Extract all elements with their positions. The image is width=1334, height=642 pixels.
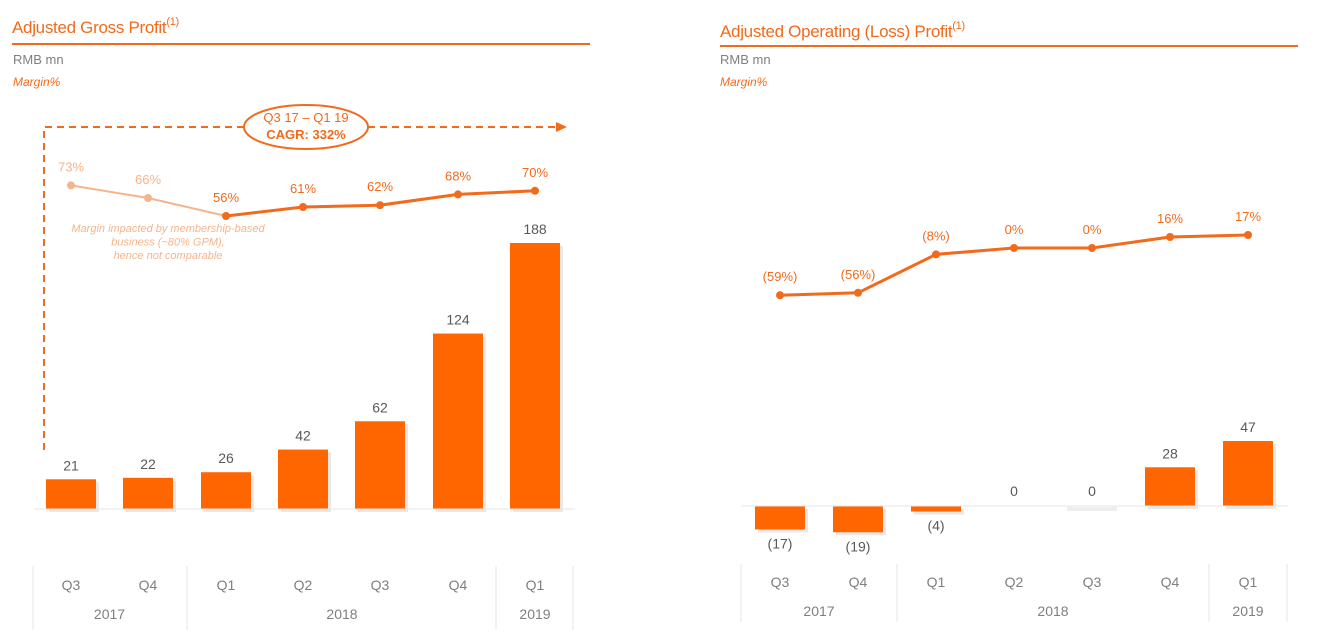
bar [833,506,883,533]
bar-value-label: (4) [927,518,944,534]
cagr-value-label: CAGR: 332% [266,127,346,142]
bar [911,506,961,512]
year-tick-label: 2019 [1232,603,1263,619]
quarter-tick-label: Q2 [1005,574,1024,590]
bar-value-label: 22 [140,456,156,472]
margin-point [376,201,384,210]
margin-point [1088,244,1096,252]
margin-point [932,250,940,259]
quarter-tick-label: Q4 [139,577,158,593]
year-tick-label: 2017 [94,606,125,622]
bar [201,472,251,509]
title-rule [720,45,1298,47]
quarter-tick-label: Q3 [771,574,790,590]
margin-label: Margin% [13,75,61,89]
bar-value-label: 21 [63,457,79,473]
margin-label: 61% [290,181,316,196]
margin-point [1166,233,1174,241]
bar-value-label: 124 [446,312,470,328]
quarter-tick-label: Q1 [1239,574,1258,590]
bar-value-label: 47 [1240,419,1256,435]
units-label: RMB mn [13,52,64,67]
bar [355,421,405,509]
bar [1223,441,1273,506]
margin-label: 0% [1005,222,1024,237]
quarter-tick-label: Q4 [1161,574,1180,590]
quarter-tick-label: Q1 [927,574,946,590]
quarter-tick-label: Q4 [449,577,468,593]
margin-point [222,212,230,220]
operating-profit-panel: Adjusted Operating (Loss) Profit(1) RMB … [708,0,1308,642]
bar-value-label: (19) [846,538,871,554]
cagr-bracket [43,126,244,450]
margin-label: 56% [213,190,239,205]
bar-value-label: (17) [768,536,793,552]
year-tick-label: 2019 [519,606,550,622]
gross-profit-panel: Adjusted Gross Profit(1) RMB mn Margin% … [0,0,600,642]
margin-label: (8%) [922,228,949,243]
margin-point [776,291,784,300]
margin-label: (59%) [763,269,798,284]
margin-label: 73% [58,159,84,174]
bar-shadow [914,509,964,515]
units-label: RMB mn [720,52,771,67]
margin-annotation: hence not comparable [114,250,223,262]
margin-label: 68% [445,168,471,183]
bar [1145,467,1195,506]
year-tick-label: 2017 [803,603,834,619]
margin-point [67,181,75,190]
margin-label: 17% [1235,209,1261,224]
quarter-tick-label: Q2 [294,577,313,593]
margin-label: 0% [1083,222,1102,237]
operating-profit-chart: (59%) (56%) (8%) 0% 0% 16% 17% (17) (19) (4) 0 0 28 4… [740,209,1288,622]
bar [433,333,483,509]
margin-point [1244,231,1252,239]
margin-point [299,203,307,211]
quarter-tick-label: Q1 [526,577,545,593]
bar-value-label: 188 [523,221,547,237]
bar [123,477,173,509]
margin-point [854,288,862,297]
margin-label: 16% [1157,211,1183,226]
margin-point [144,194,152,202]
margin-point [1010,244,1018,252]
margin-annotation: Margin impacted by membership-based [71,223,265,235]
margin-label: 62% [367,179,393,194]
bar-value-label: 28 [1162,445,1178,461]
year-tick-label: 2018 [1037,603,1068,619]
quarter-tick-label: Q3 [1083,574,1102,590]
quarter-tick-label: Q3 [371,577,390,593]
cagr-period-label: Q3 17 – Q1 19 [263,110,348,125]
gross-profit-chart: Q3 17 – Q1 19 CAGR: 332% 73% 66% 56% 61% 62% 68… [32,104,575,630]
year-tick-label: 2018 [326,606,357,622]
margin-label: 70% [522,165,548,180]
bar [46,479,96,509]
margin-annotation: business (~80% GPM), [111,237,224,249]
quarter-tick-label: Q1 [217,577,236,593]
bar [1067,507,1117,511]
bar-value-label: 0 [1088,483,1096,499]
margin-label: (56%) [841,267,876,282]
bar-value-label: 0 [1010,483,1018,499]
bar-value-label: 26 [218,450,234,466]
operating-profit-title: Adjusted Operating (Loss) Profit(1) [720,20,965,41]
cagr-ellipse [243,104,369,150]
quarter-tick-label: Q3 [62,577,81,593]
margin-label: 66% [135,172,161,187]
cagr-arrow-icon [556,122,567,132]
margin-point [531,186,539,195]
margin-point [454,190,462,199]
margin-label: Margin% [720,75,768,89]
bar [278,449,328,509]
bar-value-label: 42 [295,428,311,444]
bar-value-label: 62 [372,399,388,415]
quarter-tick-label: Q4 [849,574,868,590]
bar [510,243,560,509]
title-rule [12,43,590,45]
bar [755,506,805,530]
gross-profit-title: Adjusted Gross Profit(1) [12,16,179,37]
